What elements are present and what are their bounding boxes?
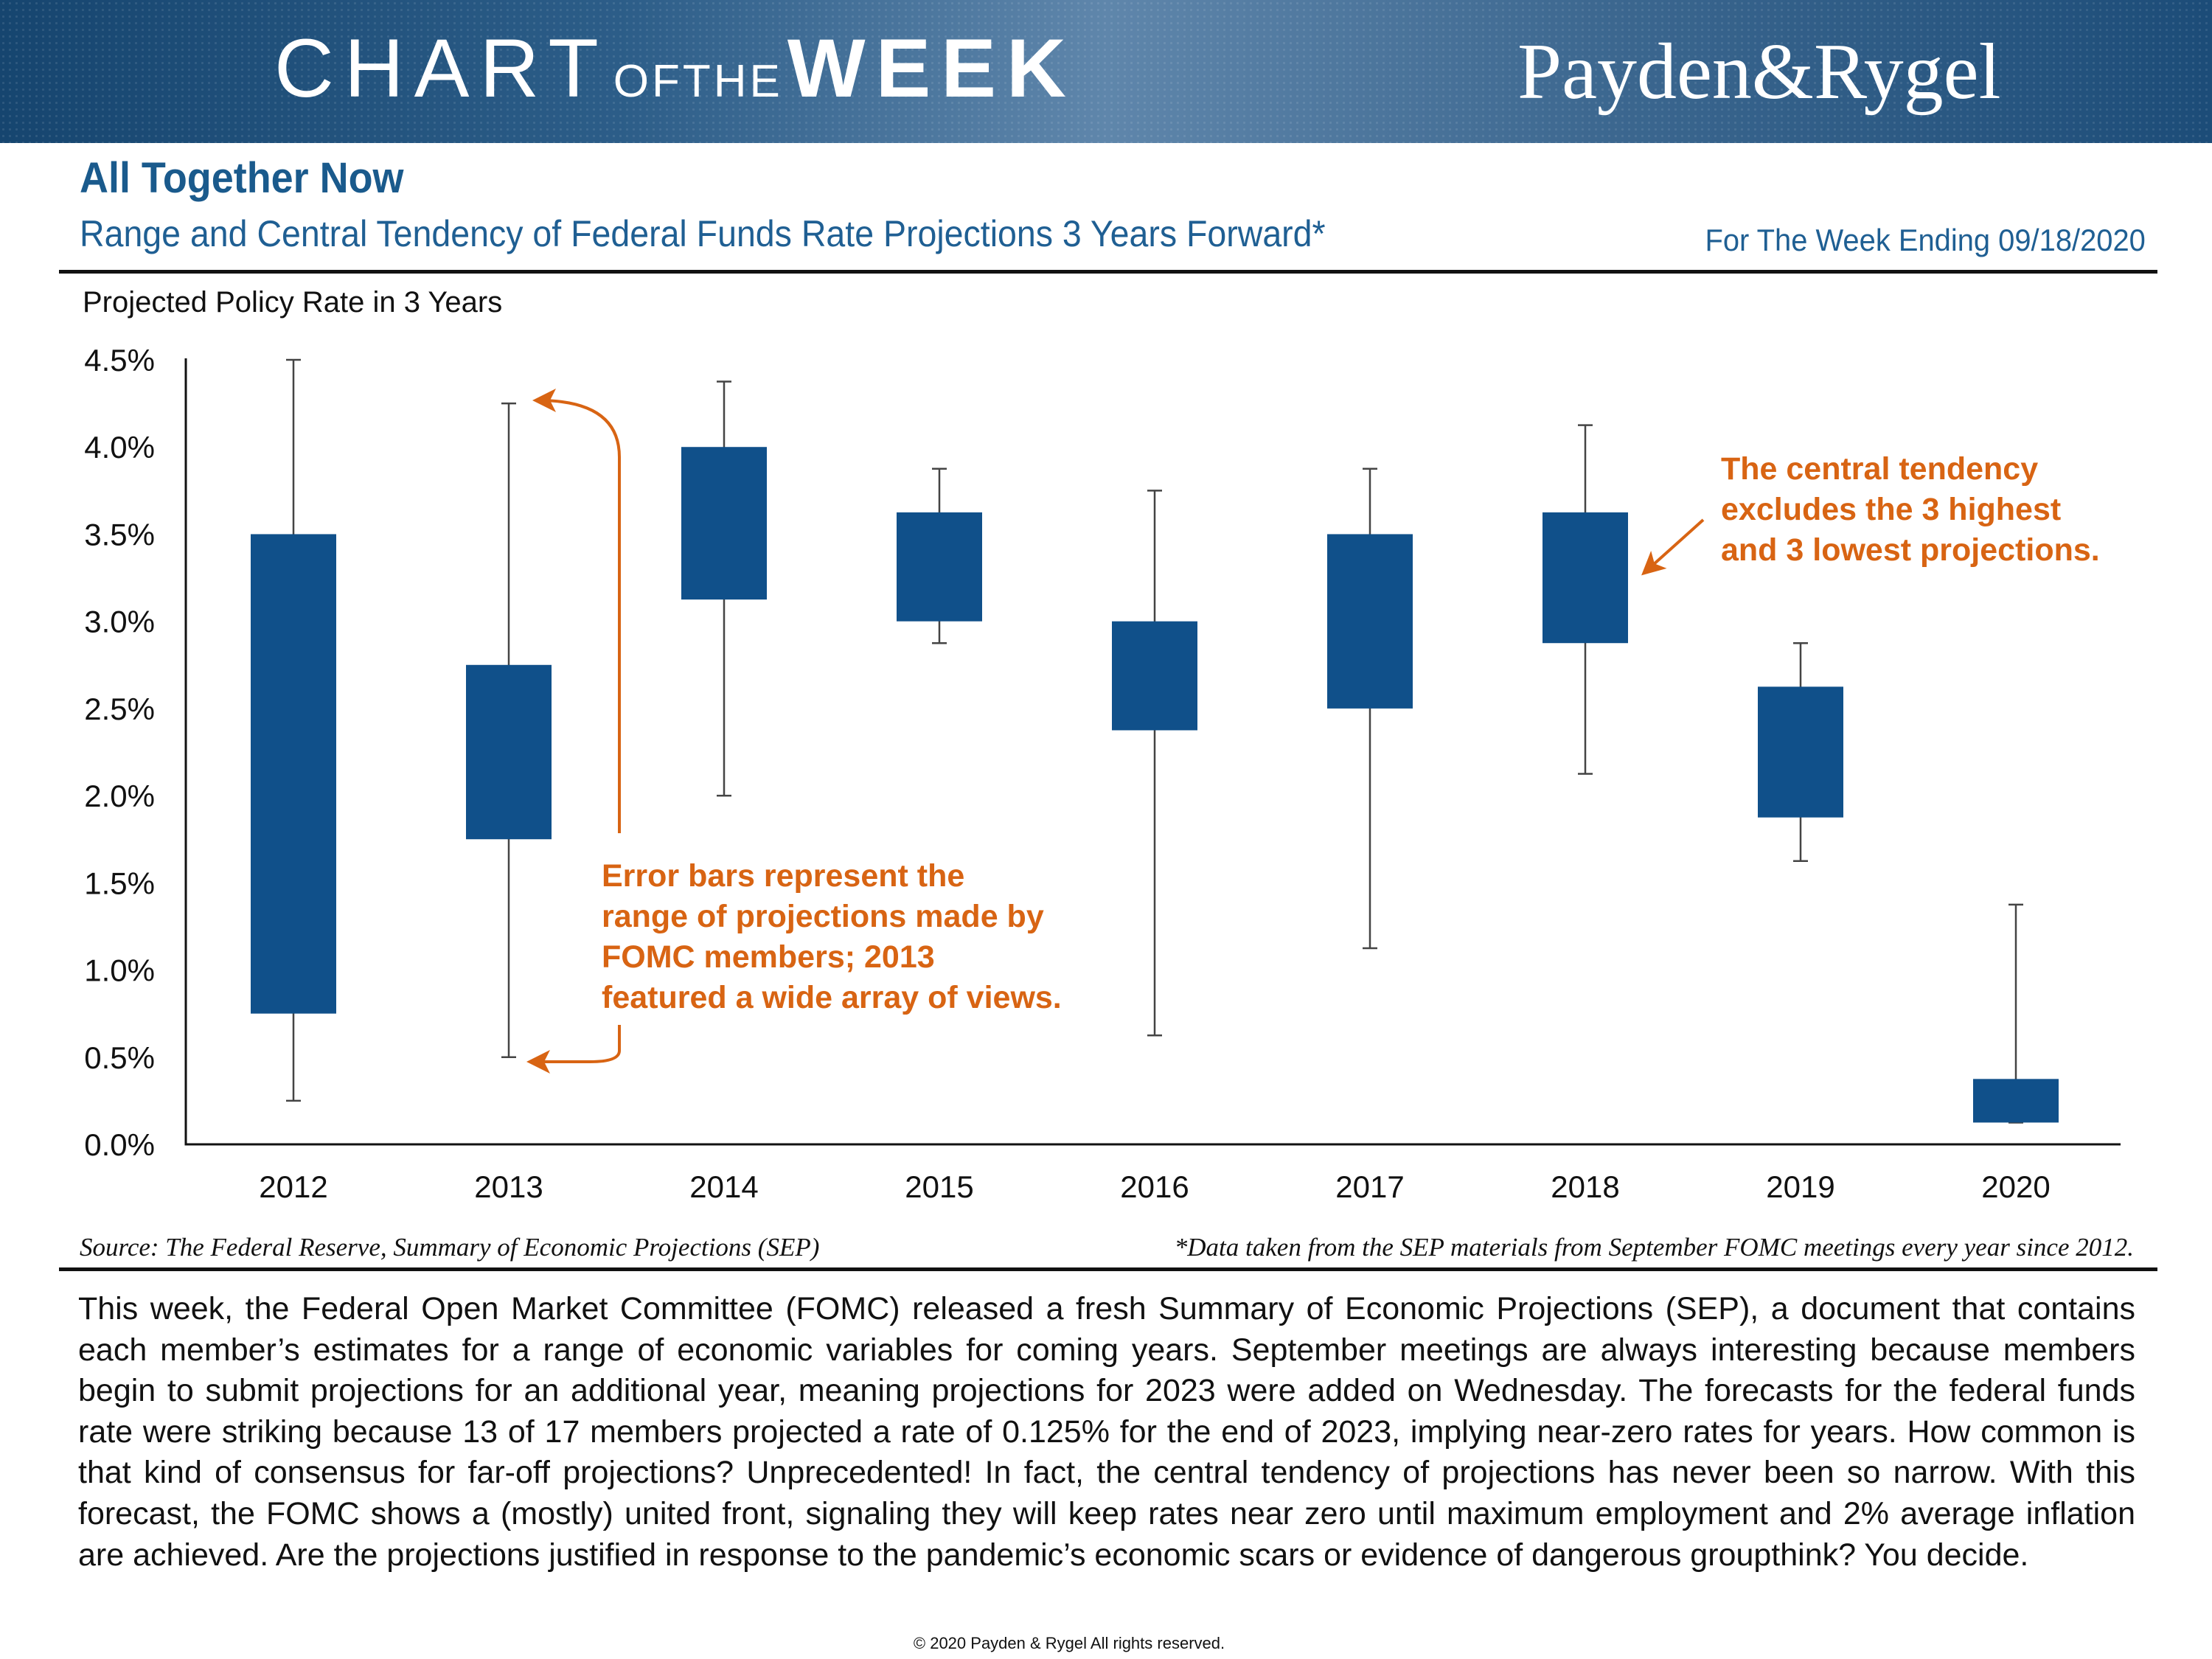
y-tick-label: 4.0% — [84, 430, 155, 465]
page-subtitle: Range and Central Tendency of Federal Fu… — [80, 213, 1326, 254]
error-bars-annotation-line: featured a wide array of views. — [602, 980, 1062, 1015]
error-bars-annotation-line: FOMC members; 2013 — [602, 939, 935, 975]
y-tick-label: 2.5% — [84, 692, 155, 726]
central-tendency-bar — [681, 447, 767, 600]
banner-title-chart: CHART — [274, 22, 609, 114]
y-tick-label: 1.0% — [84, 953, 155, 988]
brand-logo: Payden&Rygel — [1517, 28, 2001, 116]
central-tendency-bar — [1112, 621, 1197, 731]
chart-bottom-divider — [59, 1267, 2157, 1271]
error-bars-annotation: Error bars represent the range of projec… — [602, 856, 1062, 1018]
banner: CHART OFTHE WEEK Payden&Rygel — [0, 0, 2212, 143]
banner-title-week: WEEK — [787, 22, 1077, 114]
central-tendency-bar — [251, 534, 336, 1014]
header-divider — [59, 270, 2157, 274]
central-tendency-arrow — [1641, 518, 1705, 576]
x-tick-label: 2020 — [1981, 1169, 2050, 1204]
page-title: All Together Now — [80, 154, 404, 202]
banner-title: CHART OFTHE WEEK — [274, 21, 1077, 124]
y-tick-label: 2.0% — [84, 779, 155, 813]
y-tick-label: 0.5% — [84, 1040, 155, 1075]
central-tendency-bar — [897, 512, 982, 622]
central-tendency-bar — [1327, 534, 1413, 709]
y-tick-label: 1.5% — [84, 866, 155, 900]
week-ending: For The Week Ending 09/18/2020 — [1705, 223, 2146, 257]
chart-marks — [251, 358, 2059, 1124]
x-axis-ticks: 2012 2013 2014 2015 2016 2017 2018 2019 2020 — [259, 1169, 2050, 1204]
error-bars-annotation-line: range of projections made by — [602, 899, 1044, 934]
rate-projection-chart: 0.0% 0.5% 1.0% 1.5% 2.0% 2.5% 3.0% 3.5% 4.0% 4.5%… — [84, 343, 2121, 1204]
central-tendency-annotation-line: excludes the 3 highest — [1721, 492, 2062, 527]
y-axis-ticks: 0.0% 0.5% 1.0% 1.5% 2.0% 2.5% 3.0% 3.5% 4.0% 4.5% — [84, 343, 155, 1162]
y-tick-label: 3.5% — [84, 517, 155, 552]
footnote: *Data taken from the SEP materials from … — [1174, 1233, 2134, 1262]
central-tendency-bar — [1758, 686, 1843, 818]
source-note: Source: The Federal Reserve, Summary of … — [80, 1233, 820, 1262]
central-tendency-bar — [466, 664, 552, 840]
central-tendency-bar — [1973, 1079, 2059, 1123]
central-tendency-annotation: The central tendency excludes the 3 high… — [1721, 449, 2100, 571]
central-tendency-annotation-line: The central tendency — [1721, 451, 2039, 487]
error-bar-arrow-up — [532, 389, 621, 833]
x-tick-label: 2016 — [1120, 1169, 1189, 1204]
x-tick-label: 2014 — [689, 1169, 758, 1204]
x-tick-label: 2012 — [259, 1169, 327, 1204]
banner-title-ofthe: OFTHE — [613, 56, 783, 107]
error-bar-arrow-down — [526, 1025, 621, 1074]
central-tendency-bar — [1543, 512, 1628, 644]
y-tick-label: 0.0% — [84, 1127, 155, 1162]
y-axis-title: Projected Policy Rate in 3 Years — [83, 286, 503, 319]
copyright: © 2020 Payden & Rygel All rights reserve… — [913, 1634, 1225, 1652]
y-tick-label: 3.0% — [84, 605, 155, 639]
x-tick-label: 2017 — [1335, 1169, 1404, 1204]
y-tick-label: 4.5% — [84, 343, 155, 378]
x-tick-label: 2018 — [1551, 1169, 1619, 1204]
x-tick-label: 2013 — [474, 1169, 543, 1204]
commentary-text: This week, the Federal Open Market Commi… — [78, 1291, 2135, 1573]
error-bars-annotation-line: Error bars represent the — [602, 858, 965, 894]
x-tick-label: 2015 — [905, 1169, 973, 1204]
x-tick-label: 2019 — [1766, 1169, 1834, 1204]
central-tendency-annotation-line: and 3 lowest projections. — [1721, 532, 2100, 568]
